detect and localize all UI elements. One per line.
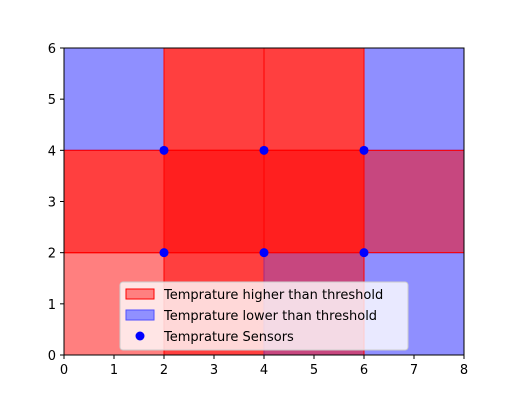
region-higher-13	[63, 149, 465, 254]
x-tick-label-7: 7	[410, 363, 418, 378]
y-tick-label-6: 6	[48, 42, 56, 57]
x-tick-label-6: 6	[360, 363, 368, 378]
legend-marker-sensor	[135, 331, 145, 341]
legend-label-lower: Temprature lower than threshold	[163, 309, 377, 324]
sensor-point-1	[259, 248, 269, 258]
y-tick-label-1: 1	[48, 298, 56, 313]
legend-swatch-higher	[125, 288, 155, 300]
sensor-point-2	[359, 248, 369, 258]
y-tick-label-0: 0	[48, 349, 56, 364]
x-tick-label-0: 0	[60, 363, 68, 378]
sensor-point-5	[359, 145, 369, 155]
y-tick-label-2: 2	[48, 247, 56, 262]
sensor-point-0	[159, 248, 169, 258]
x-tick-label-4: 4	[260, 363, 268, 378]
legend-label-higher: Temprature higher than threshold	[163, 288, 383, 303]
sensor-point-3	[159, 145, 169, 155]
x-tick-label-2: 2	[160, 363, 168, 378]
y-tick-label-5: 5	[48, 93, 56, 108]
x-tick-label-1: 1	[110, 363, 118, 378]
region-lower-11	[363, 47, 465, 151]
x-tick-label-8: 8	[460, 363, 468, 378]
region-lower-8	[63, 47, 165, 151]
y-tick-label-4: 4	[48, 144, 56, 159]
x-tick-label-5: 5	[310, 363, 318, 378]
y-tick-label-3: 3	[48, 196, 56, 211]
legend-label-sensors: Temprature Sensors	[163, 330, 294, 345]
legend: Temprature higher than threshold Temprat…	[119, 281, 409, 351]
x-tick-label-3: 3	[210, 363, 218, 378]
sensor-point-4	[259, 145, 269, 155]
legend-swatch-lower	[125, 309, 155, 321]
legend-box	[119, 281, 409, 351]
axes: 0 1 2 3 4 5 6 7 8 0 1 2 3 4 5 6	[48, 42, 468, 378]
